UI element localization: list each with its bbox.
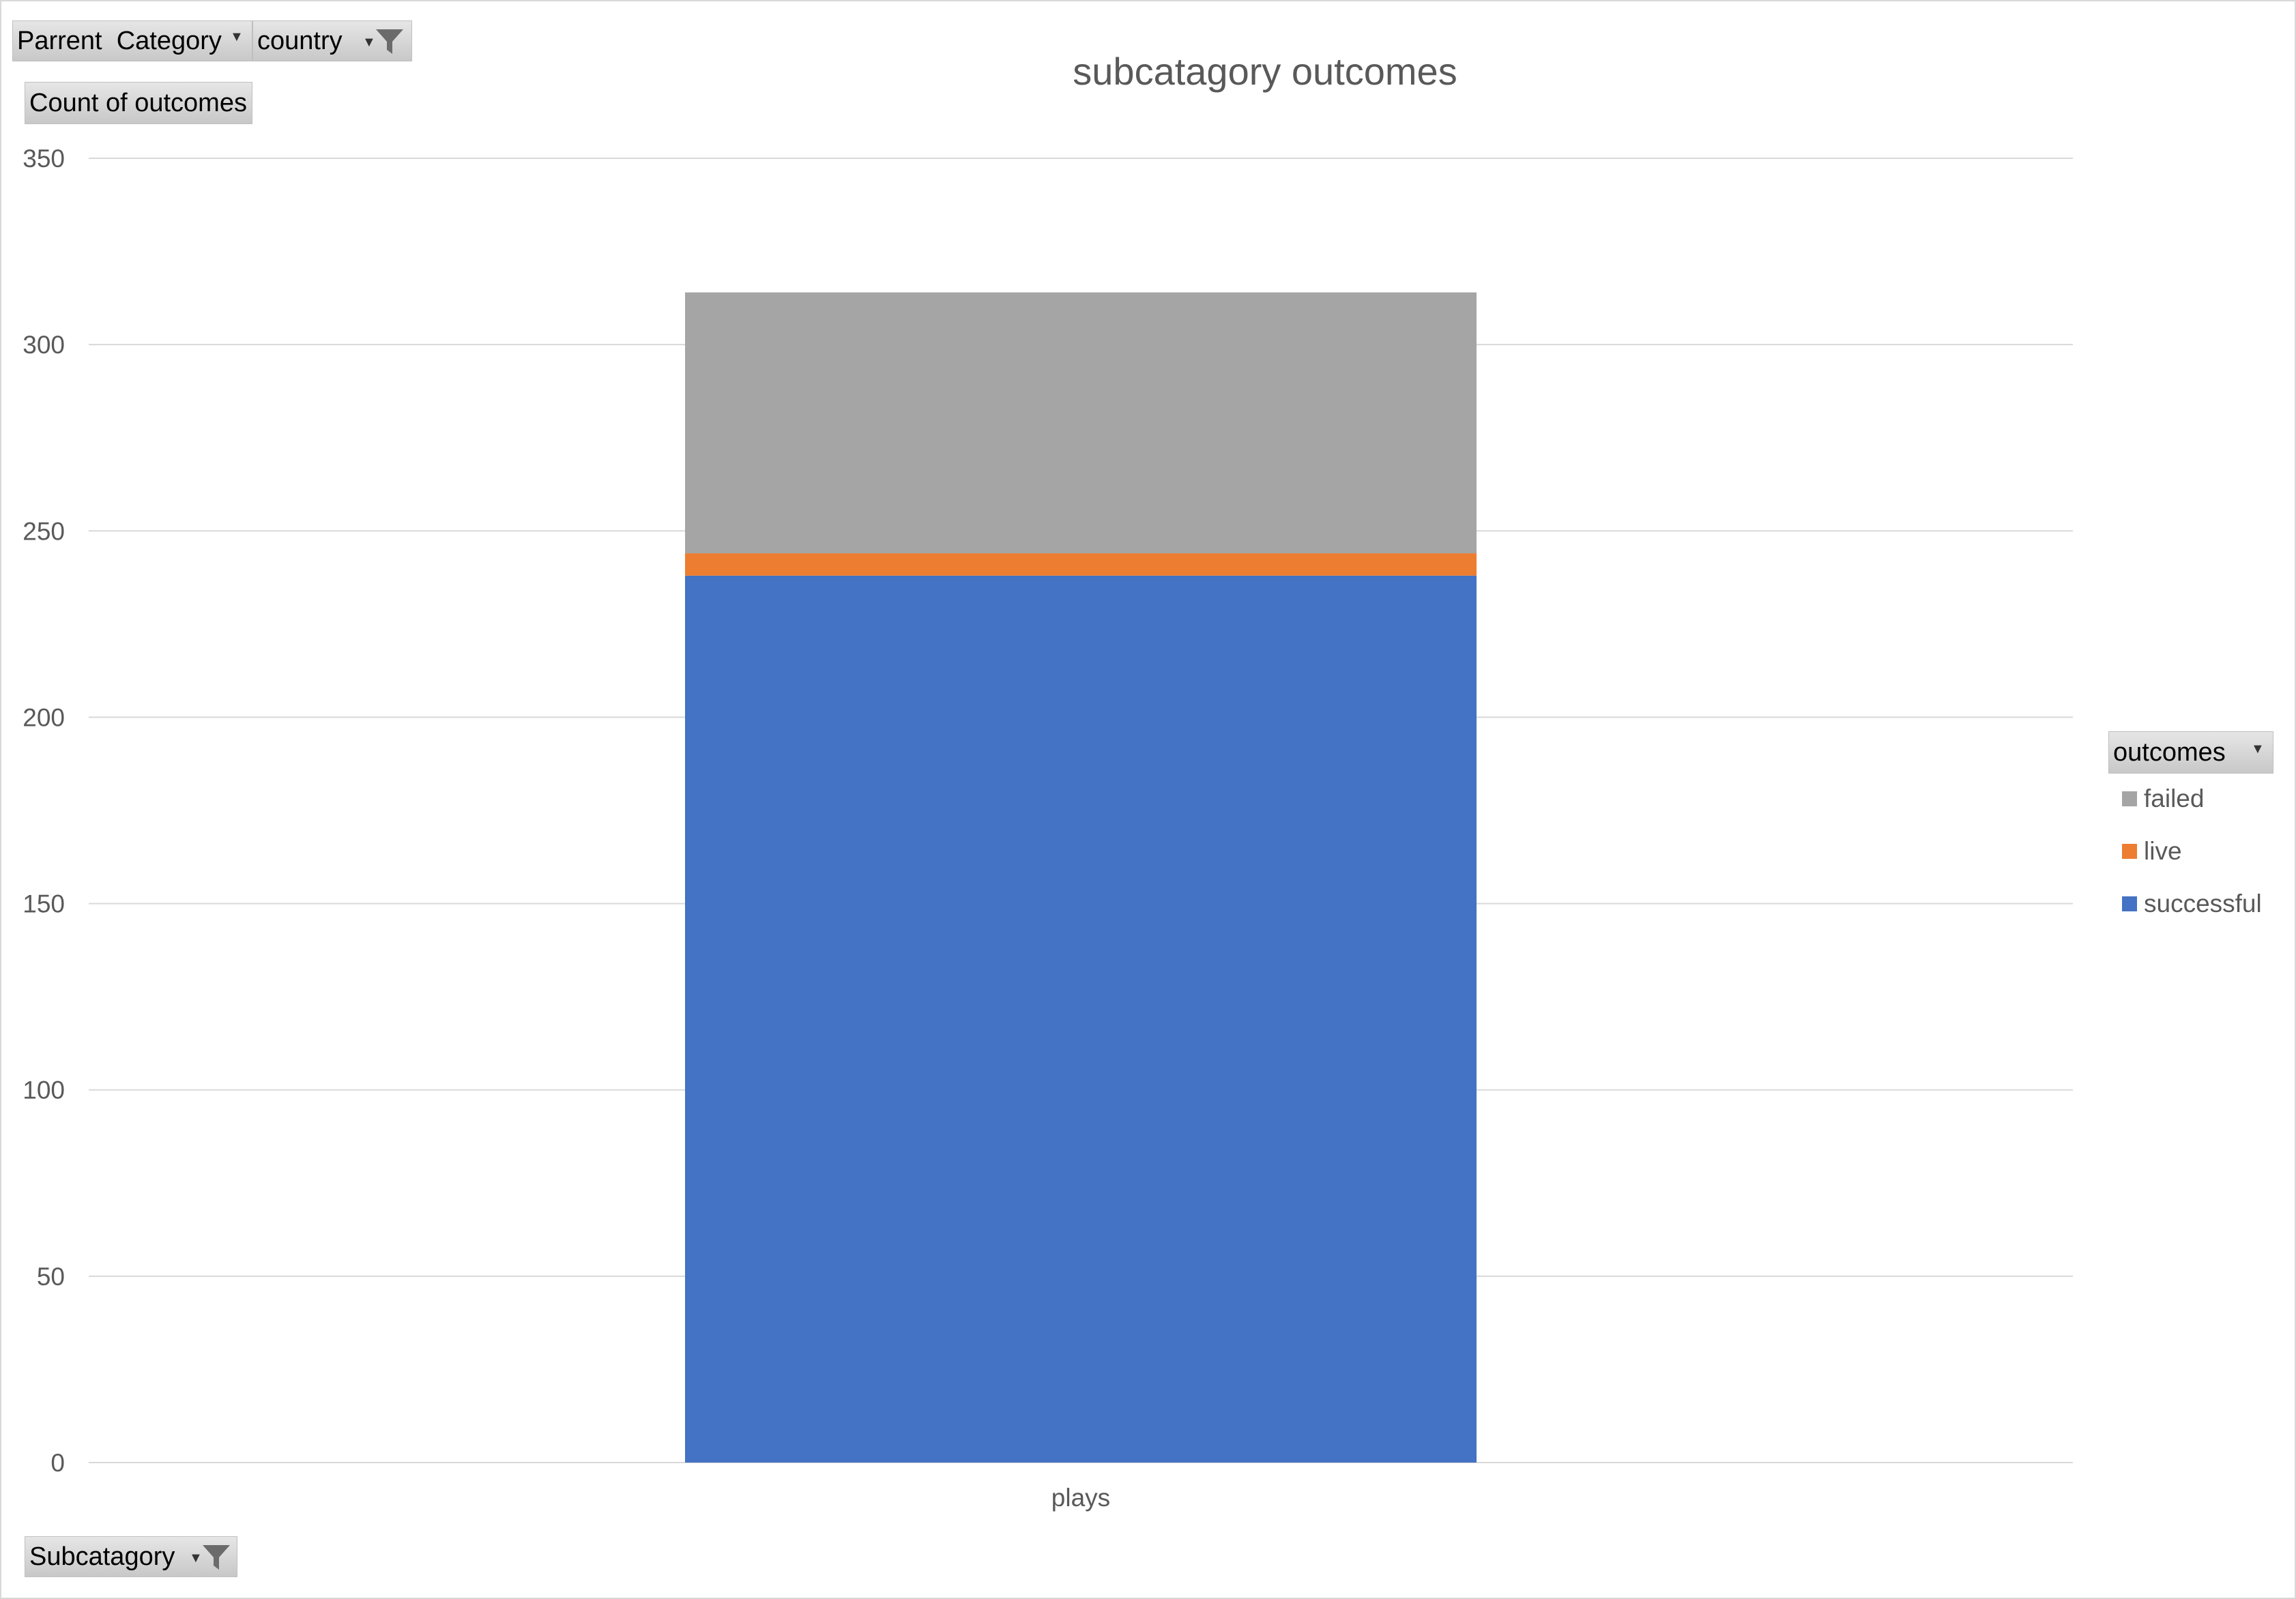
bar-segment-failed[interactable] bbox=[685, 292, 1477, 554]
field-button-country[interactable]: country ▼ bbox=[252, 20, 412, 61]
y-tick-label: 150 bbox=[23, 890, 65, 918]
legend-label-failed: failed bbox=[2144, 784, 2204, 812]
legend-label-successful: successful bbox=[2144, 890, 2262, 918]
field-button-subcategory[interactable]: Subcatagory ▼ bbox=[25, 1536, 237, 1577]
funnel-icon[interactable] bbox=[201, 1542, 231, 1572]
y-tick-label: 250 bbox=[23, 517, 65, 545]
y-tick-label: 50 bbox=[37, 1263, 65, 1291]
legend-swatch-successful bbox=[2122, 896, 2137, 911]
legend-label-live: live bbox=[2144, 837, 2182, 865]
chevron-down-icon[interactable]: ▼ bbox=[189, 1551, 203, 1566]
chevron-down-icon[interactable]: ▼ bbox=[2251, 742, 2265, 757]
field-button-label: Subcatagory bbox=[29, 1542, 175, 1571]
chevron-down-icon[interactable]: ▼ bbox=[362, 35, 376, 50]
y-tick-label: 350 bbox=[23, 145, 65, 173]
y-tick-label: 200 bbox=[23, 703, 65, 731]
y-tick-label: 300 bbox=[23, 331, 65, 359]
bar-segment-successful[interactable] bbox=[685, 575, 1477, 1463]
field-button-outcomes[interactable]: outcomes ▼ bbox=[2108, 731, 2273, 774]
x-tick-label: plays bbox=[1051, 1484, 1110, 1512]
field-button-value[interactable]: Count of outcomes bbox=[25, 82, 252, 124]
chevron-down-icon[interactable]: ▼ bbox=[230, 29, 244, 44]
field-button-parent-category[interactable]: Parrent Category ▼ bbox=[12, 20, 252, 61]
y-tick-label: 100 bbox=[23, 1076, 65, 1104]
field-button-label: outcomes bbox=[2113, 737, 2226, 767]
y-tick-label: 0 bbox=[50, 1449, 65, 1477]
field-button-label: country bbox=[257, 26, 343, 55]
field-button-label: Count of outcomes bbox=[29, 88, 247, 117]
legend-swatch-failed bbox=[2122, 791, 2137, 806]
funnel-icon[interactable] bbox=[375, 27, 405, 57]
bar-segment-live[interactable] bbox=[685, 553, 1477, 576]
field-button-label: Parrent Category bbox=[17, 26, 222, 55]
chart-title: subcatagory outcomes bbox=[1073, 50, 1457, 93]
legend-swatch-live bbox=[2122, 844, 2137, 859]
